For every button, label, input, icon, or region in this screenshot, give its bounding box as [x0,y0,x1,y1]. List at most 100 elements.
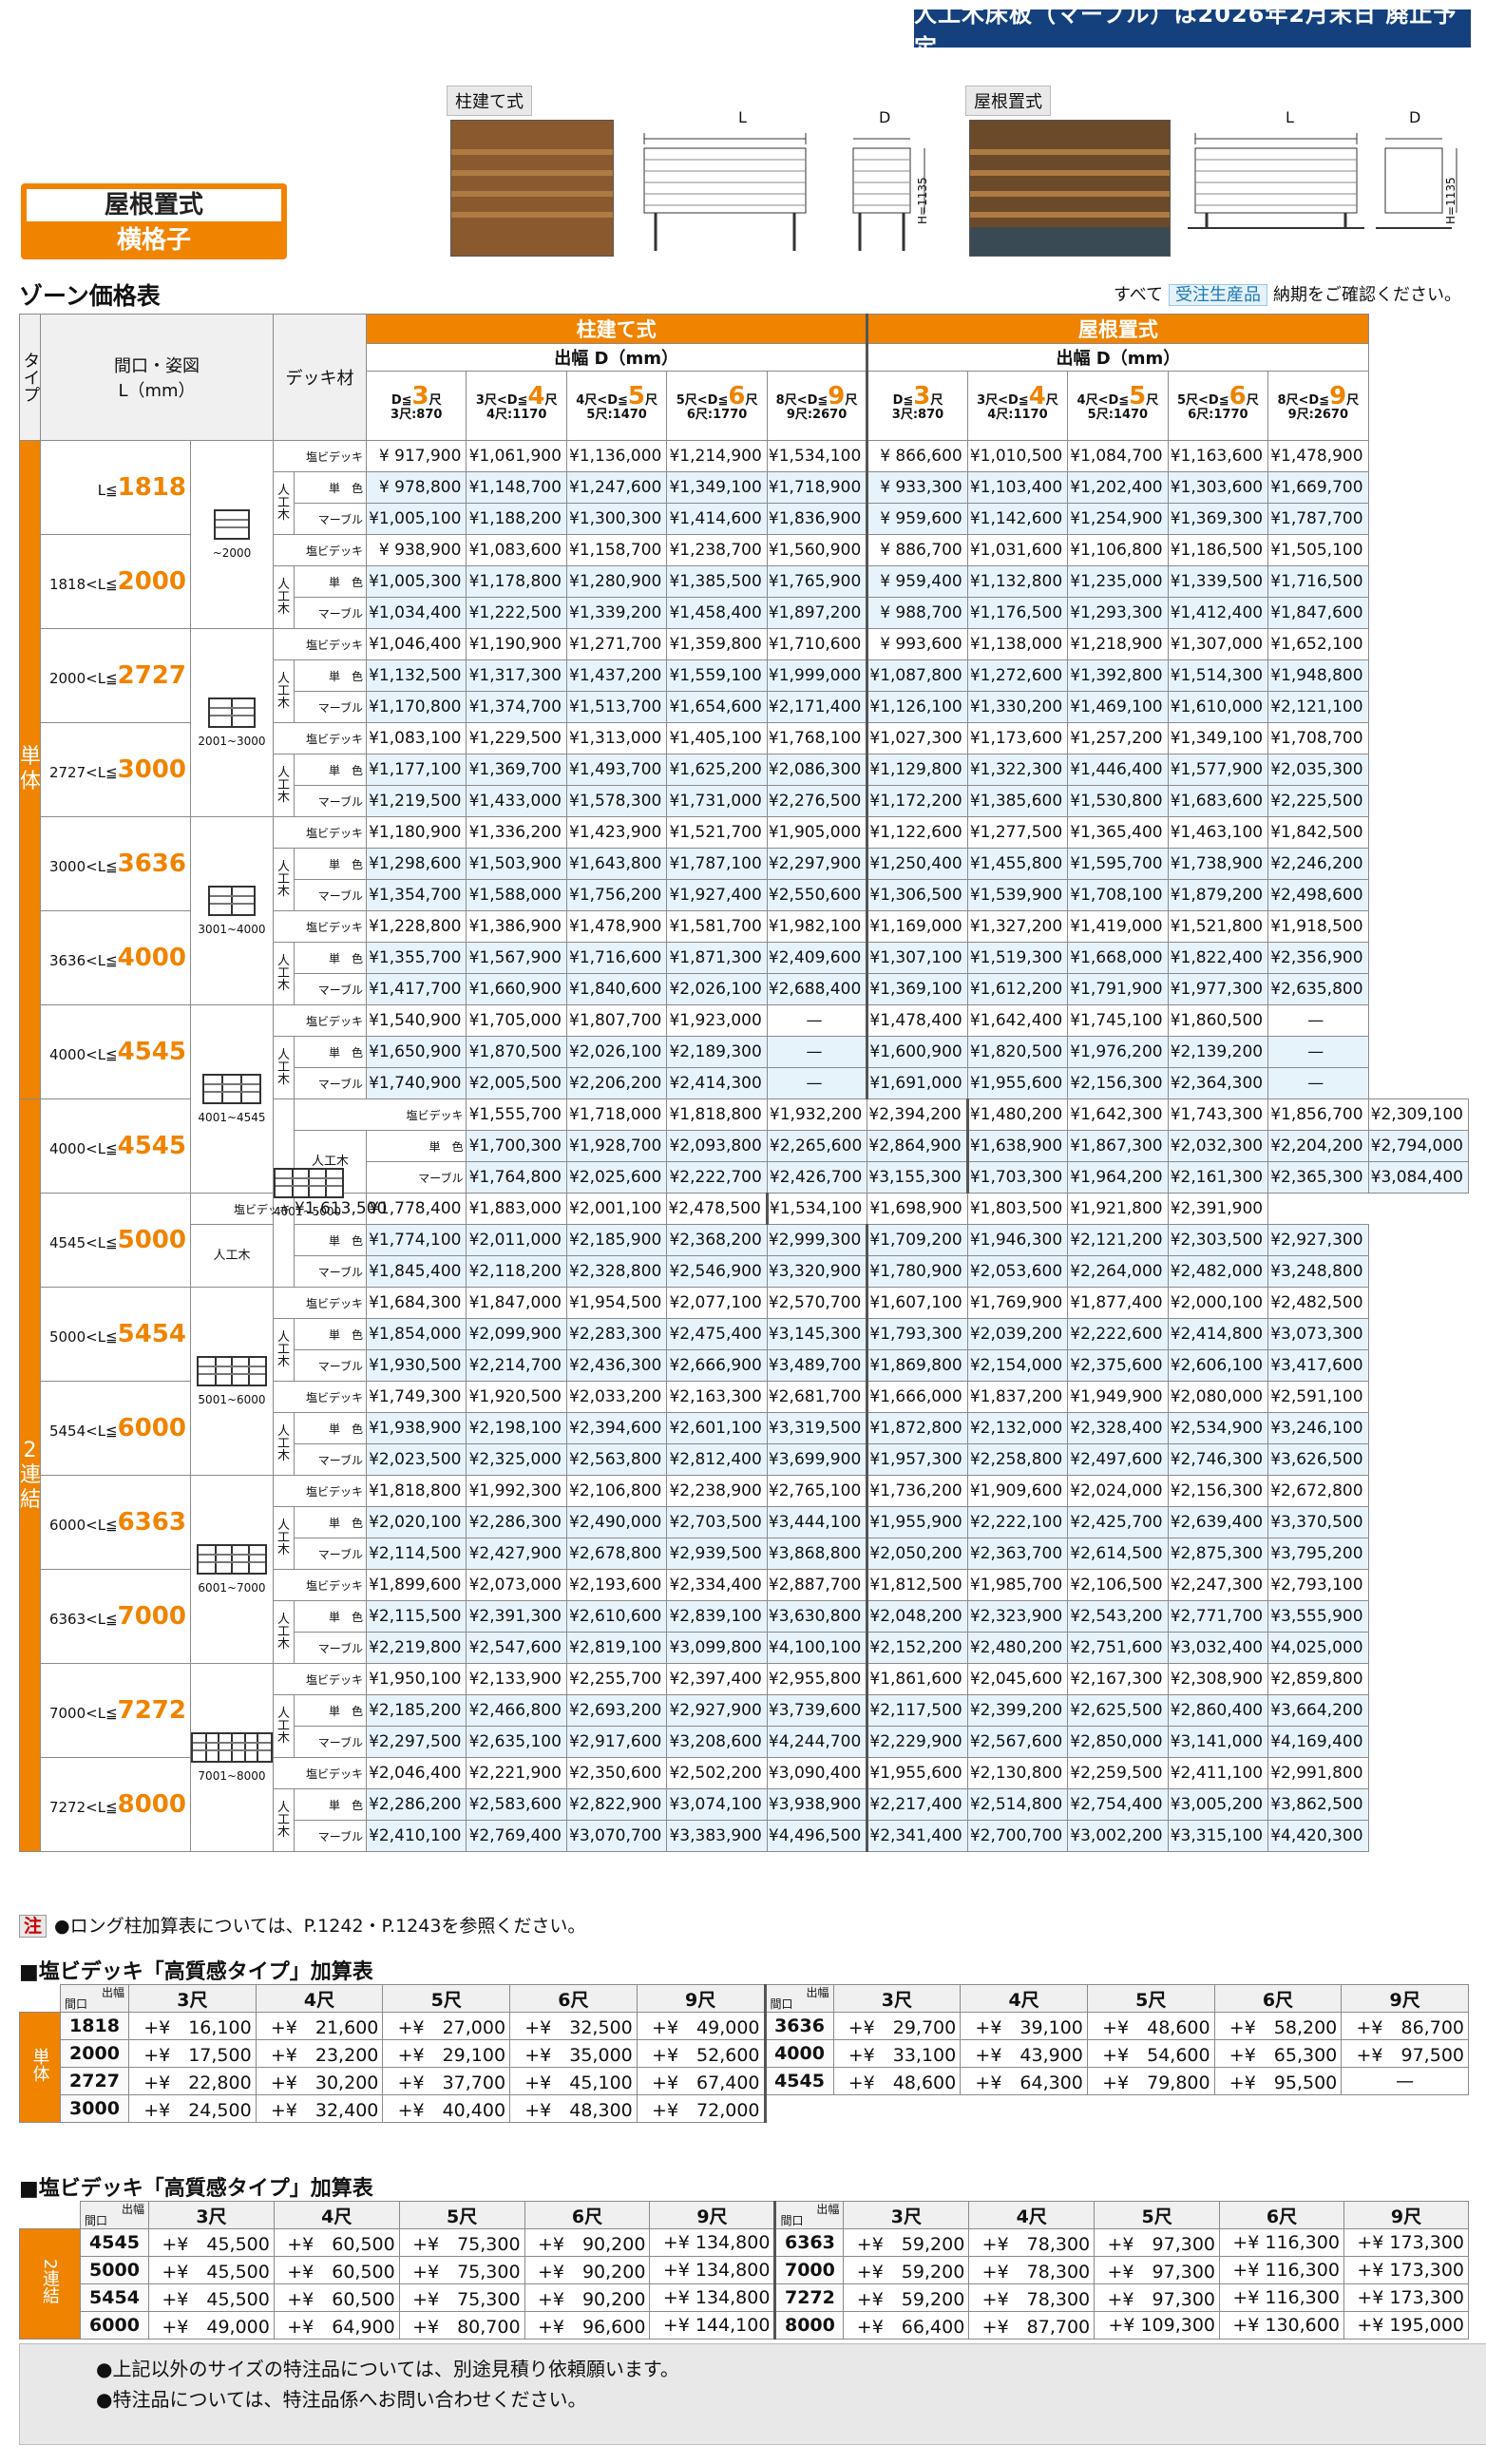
price-cell: ¥1,787,700 [1267,503,1369,535]
price-cell: ¥1,977,300 [1167,973,1269,1005]
price-cell: ¥1,433,000 [466,785,567,817]
depth-column-header: 5尺<D≦6尺 6尺:1770 [666,371,768,441]
add-price: +¥ 90,200 [524,2228,651,2257]
table-row: 人工木単 色 ¥1,177,100 ¥1,369,700 ¥1,493,700 ¥1,6… [20,754,1469,817]
price-cell: ¥2,050,200 [866,1538,968,1570]
add-price: +¥ 32,400 [255,2094,384,2123]
price-cell: ¥2,053,600 [966,1255,1069,1288]
price-cell: ¥2,635,100 [466,1726,567,1758]
depth-range-pre: 5尺<D≦ [676,393,729,408]
price-cell: ¥1,136,000 [565,440,668,472]
price-cell: ¥1,743,300 [1167,1098,1269,1131]
price-cell: ¥2,217,400 [866,1788,968,1821]
add-price: +¥ 173,300 [1343,2256,1470,2284]
price-cell: ¥1,698,900 [867,1193,968,1225]
price-cell: ¥1,392,800 [1067,659,1169,692]
price-cell: ¥2,466,800 [466,1694,567,1727]
material-single-color: 単 色 [294,471,367,504]
frame-diagram-shape [191,1732,273,1763]
table-row: マーブル ¥2,410,100 ¥2,769,400 ¥3,070,700 ¥3,383… [20,1820,1469,1852]
add-price: +¥ 59,200 [843,2283,970,2312]
price-cell: ¥1,818,800 [666,1098,768,1131]
price-cell: ¥ 917,900 [365,440,467,472]
width-range-max: 6363 [117,1508,186,1537]
price-cell: ¥1,756,200 [565,879,668,911]
price-cell: ¥1,005,300 [365,565,467,598]
price-cell: ¥1,132,500 [365,659,467,692]
price-cell: ¥2,681,700 [766,1381,868,1413]
price-cell: ¥1,872,800 [866,1412,968,1444]
price-cell: ¥2,033,200 [565,1381,668,1413]
price-cell: ¥1,710,600 [766,628,868,660]
price-cell: ¥2,480,200 [966,1632,1069,1664]
price-cell: ¥2,688,400 [766,973,868,1005]
price-cell: ¥1,780,900 [866,1255,968,1288]
made-to-order-tag: 受注生産品 [1169,284,1267,306]
depth-column-header: D≦3尺 3尺:870 [866,371,968,441]
price-cell: ¥1,463,100 [1167,816,1269,849]
price-cell: ¥1,736,200 [866,1475,968,1507]
table-row: マーブル ¥1,354,700 ¥1,588,000 ¥1,756,200 ¥1,927… [20,879,1469,911]
add-price: +¥ 79,800 [1086,2067,1215,2095]
corner-depth: 出幅 [816,2203,840,2216]
width-header-unit: L（mm） [118,381,196,401]
add-col-header: 4尺 [960,1984,1088,2013]
price-cell: ¥1,642,400 [966,1004,1069,1037]
price-cell: ¥2,265,600 [766,1130,868,1162]
price-cell: ¥1,927,400 [666,879,768,911]
price-cell: ¥2,023,500 [365,1443,467,1476]
price-cell: ¥2,391,900 [1167,1193,1269,1225]
table-row: 2000<L≦2727 2001~3000 塩ビデッキ ¥1,046,400 ¥1,19… [20,628,1469,817]
price-cell: ¥1,847,600 [1267,597,1369,629]
price-cell: ¥1,708,100 [1067,879,1169,911]
material-pvc: 塩ビデッキ [273,1569,367,1601]
material-pvc: 塩ビデッキ [293,1098,467,1131]
add-price: +¥ 75,300 [398,2283,525,2312]
price-cell: ¥2,328,400 [1067,1412,1169,1444]
price-cell: ¥ 938,900 [365,534,467,566]
add-table-corner: 出幅 間口 [763,1984,834,2013]
table-row: 2727<L≦3000 塩ビデッキ ¥1,083,100 ¥1,229,500 ¥1,3… [20,722,1469,817]
add-price: +¥ 95,500 [1213,2067,1343,2095]
price-cell: ¥1,642,300 [1067,1098,1169,1131]
depth-range-pre: 8尺<D≦ [775,393,829,408]
price-cell: ¥1,385,500 [666,565,768,598]
price-cell: ¥2,754,400 [1067,1788,1169,1821]
width-range-pre: 4000<L≦ [48,1140,118,1157]
price-cell: ¥ 988,700 [866,597,968,629]
width-range: 3000<L≦3636 [40,816,191,911]
add-col-header: 4尺 [273,2201,400,2229]
price-cell: ¥2,939,500 [666,1538,768,1570]
add-price: +¥ 97,300 [1094,2228,1221,2257]
figure-label: 屋根置式 [965,86,1051,116]
price-cell: ¥2,222,700 [666,1161,768,1194]
price-cell: ¥3,090,400 [766,1757,868,1789]
price-cell: ¥1,899,600 [365,1569,467,1601]
width-range-max: 7272 [117,1696,186,1725]
add-price: +¥ 64,300 [960,2067,1088,2095]
add-col-header: 6尺 [524,2201,651,2229]
corner-width: 間口 [65,1997,88,2011]
price-cell: ¥1,560,900 [766,534,868,566]
price-cell: ¥2,121,100 [1267,691,1369,723]
price-cell: ¥1,250,400 [866,848,968,880]
price-cell: ¥2,189,300 [666,1036,768,1068]
price-cell: ¥1,176,500 [966,597,1069,629]
material-marble: マーブル [294,1349,367,1382]
price-cell: ¥1,964,200 [1067,1161,1169,1194]
price-cell: ¥1,871,300 [666,942,768,974]
add-size: 5454 [80,2283,149,2312]
section-title: ゾーン価格表 [19,282,161,310]
add-size: 2000 [60,2039,129,2068]
price-cell: ¥1,918,500 [1267,910,1369,943]
material-marble: マーブル [294,1726,367,1758]
price-cell: ¥2,323,900 [966,1600,1069,1633]
table-row: 人工木単 色 ¥1,774,100 ¥2,011,000 ¥2,185,900 ¥2,3… [20,1224,1469,1288]
price-cell: ¥1,303,600 [1167,471,1269,504]
order-note-pre: すべて [1113,285,1163,305]
add-price: +¥ 60,500 [273,2256,400,2284]
price-cell: ¥1,930,500 [365,1349,467,1382]
add-size: 7272 [773,2283,845,2312]
depth-range-num: 5 [1129,382,1147,411]
price-cell: ¥2,303,500 [1167,1224,1269,1256]
